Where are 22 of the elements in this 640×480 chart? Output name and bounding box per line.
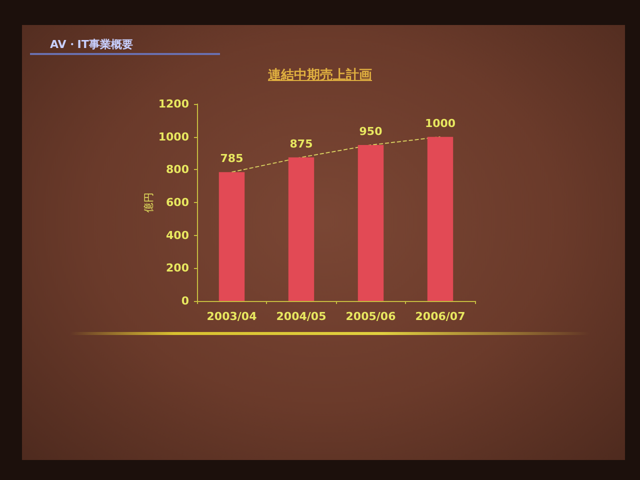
bar <box>218 172 245 301</box>
y-tick-label: 400 <box>166 228 190 242</box>
data-label: 785 <box>220 152 244 166</box>
bar <box>288 157 314 301</box>
y-tick-label: 200 <box>166 262 190 275</box>
x-tick-label: 2004/05 <box>276 310 326 323</box>
chart-title: 連結中期売上計画 <box>268 68 372 83</box>
bar <box>358 145 384 301</box>
y-tick-label: 800 <box>166 163 190 176</box>
text: AV・IT事業概要 <box>50 37 133 52</box>
x-tick-label: 2003/04 <box>206 310 258 323</box>
y-tick-label: 0 <box>181 294 190 308</box>
data-label: 950 <box>359 125 383 138</box>
x-tick-label: 2005/06 <box>346 310 396 323</box>
data-label: 1000 <box>424 116 456 130</box>
x-tick-label: 2006/07 <box>415 310 466 323</box>
y-axis-title: 億円 <box>142 192 155 212</box>
data-label: 875 <box>290 137 313 150</box>
bar <box>427 136 454 301</box>
y-tick-label: 600 <box>166 196 190 209</box>
y-tick-label: 1200 <box>158 98 190 110</box>
y-tick-label: 1000 <box>158 130 190 144</box>
